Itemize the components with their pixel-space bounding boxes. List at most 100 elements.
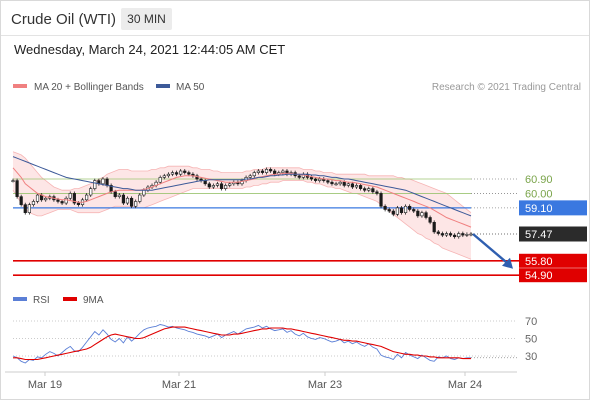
candle-body [15, 180, 19, 197]
candle-body [121, 194, 126, 204]
candle-body [326, 180, 330, 183]
candle-body [465, 234, 469, 236]
candle-body [105, 178, 109, 186]
candle-body [260, 170, 265, 173]
timeframe-button[interactable]: 30 MIN [121, 8, 172, 30]
candle-body [399, 207, 404, 213]
candle-body [187, 172, 191, 175]
candle-body [469, 233, 473, 236]
candle-body [408, 205, 412, 210]
candle-body [444, 233, 449, 236]
ma50-line [12, 156, 472, 217]
last-level-label-box [519, 226, 587, 242]
candle-body [314, 178, 318, 181]
candle-body [350, 183, 355, 188]
candle-body [68, 193, 72, 199]
candle-body [228, 183, 232, 186]
candle-body [195, 175, 199, 180]
candle-body [23, 204, 27, 213]
candle-body [158, 177, 162, 183]
candle-body [166, 173, 170, 177]
price-chart: MA 20 + Bollinger Bands MA 50 Research ©… [5, 82, 587, 391]
x-tick-label: Mar 21 [162, 379, 196, 391]
candle-body [219, 183, 224, 189]
candle-body [391, 210, 395, 215]
candle-body [383, 205, 387, 210]
candle-body [248, 175, 252, 178]
candle-body [93, 180, 97, 189]
candle-body [375, 191, 379, 194]
rsi-ma-legend-label: 9MA [83, 295, 104, 306]
candle-body [113, 191, 117, 197]
pivot-level-label-box [519, 200, 587, 216]
candle-body [19, 196, 23, 205]
rsi-ma-line [13, 326, 471, 361]
resistance-level-label: 60.00 [525, 188, 553, 200]
ma20-legend-swatch [13, 84, 27, 88]
ma20-line [12, 167, 472, 228]
candle-body [416, 210, 420, 217]
candle-body [183, 170, 187, 173]
candle-body [354, 185, 359, 188]
rsi-legend-label: RSI [33, 295, 50, 306]
candle-body [56, 199, 60, 202]
candle-body [379, 193, 383, 207]
candle-body [138, 194, 142, 202]
candle-body [125, 197, 130, 204]
rsi-tick-label: 50 [525, 334, 537, 346]
candle-body [60, 201, 64, 204]
x-tick-label: Mar 24 [448, 379, 482, 391]
candle-body [363, 188, 367, 191]
target-level-label: 55.80 [525, 256, 553, 268]
forecast-arrow [472, 233, 508, 264]
rsi-tick-label: 30 [525, 351, 537, 363]
candle-body [252, 172, 256, 177]
candle-body [403, 205, 408, 213]
candle-body [215, 183, 220, 186]
candle-body [27, 204, 31, 213]
candle-body [162, 175, 166, 178]
candle-body [309, 177, 314, 180]
rsi-ma-legend-swatch [63, 297, 77, 301]
candle-body [174, 172, 179, 175]
candle-body [346, 183, 350, 186]
bollinger-upper-line [12, 151, 472, 214]
candle-body [338, 181, 342, 185]
candle-body [448, 233, 453, 236]
candle-body [342, 181, 346, 186]
candle-body [31, 201, 36, 205]
candle-body [424, 212, 428, 218]
candle-body [134, 201, 138, 207]
candle-body [264, 169, 269, 173]
ma50-legend-swatch [156, 84, 170, 88]
candle-body [297, 175, 301, 178]
candle-body [461, 233, 465, 236]
candle-body [367, 188, 371, 191]
candle-body [269, 169, 273, 172]
candle-body [428, 217, 432, 223]
candle-body [440, 233, 444, 236]
ma20-legend-label: MA 20 + Bollinger Bands [34, 82, 144, 93]
candle-body [11, 180, 15, 182]
candle-body [142, 189, 146, 196]
rsi-line [12, 324, 471, 364]
pivot-level-label: 59.10 [525, 203, 553, 215]
candle-body [240, 180, 244, 185]
candle-body [334, 183, 338, 186]
candle-body [64, 197, 68, 204]
ma50-legend-label: MA 50 [176, 82, 205, 93]
target-level-label: 54.90 [525, 270, 553, 282]
candle-body [72, 193, 76, 204]
chart-header: Crude Oil (WTI) 30 MIN [1, 1, 589, 36]
candle-body [395, 207, 399, 215]
resistance-level-label: 60.90 [525, 174, 553, 186]
candle-body [330, 181, 334, 185]
timestamp: Wednesday, March 24, 2021 12:44:05 AM CE… [14, 42, 286, 57]
rsi-legend-swatch [13, 297, 27, 301]
candle-body [281, 170, 285, 173]
candle-body [179, 170, 183, 175]
last-level-label: 57.47 [525, 229, 553, 241]
candle-body [457, 233, 461, 238]
candle-body [432, 221, 436, 233]
